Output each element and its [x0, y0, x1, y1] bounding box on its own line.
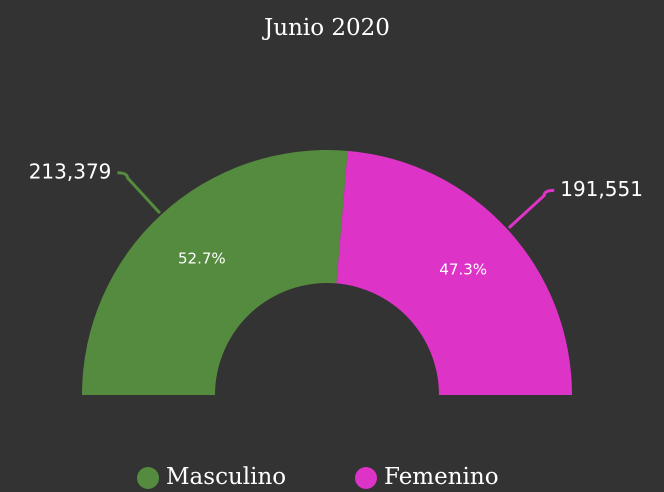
legend-label: Masculino [166, 464, 286, 490]
slice [336, 150, 572, 395]
value-label: 191,551 [560, 177, 643, 201]
leader-line [507, 188, 555, 229]
percent-label: 47.3% [439, 260, 487, 278]
legend-marker [355, 467, 377, 489]
legend-label: Femenino [384, 464, 499, 490]
value-label: 213,379 [29, 159, 112, 183]
chart-title: Junio 2020 [262, 15, 390, 41]
slice [82, 150, 348, 395]
leader-line [117, 171, 161, 215]
legend-marker [137, 467, 159, 489]
percent-label: 52.7% [178, 249, 226, 267]
